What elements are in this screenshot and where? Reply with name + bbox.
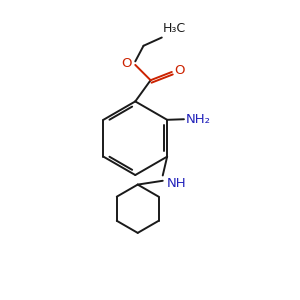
Text: H₃C: H₃C bbox=[163, 22, 186, 34]
Text: NH₂: NH₂ bbox=[185, 113, 210, 126]
Text: O: O bbox=[174, 64, 184, 77]
Text: O: O bbox=[121, 57, 131, 70]
Text: NH: NH bbox=[166, 177, 186, 190]
